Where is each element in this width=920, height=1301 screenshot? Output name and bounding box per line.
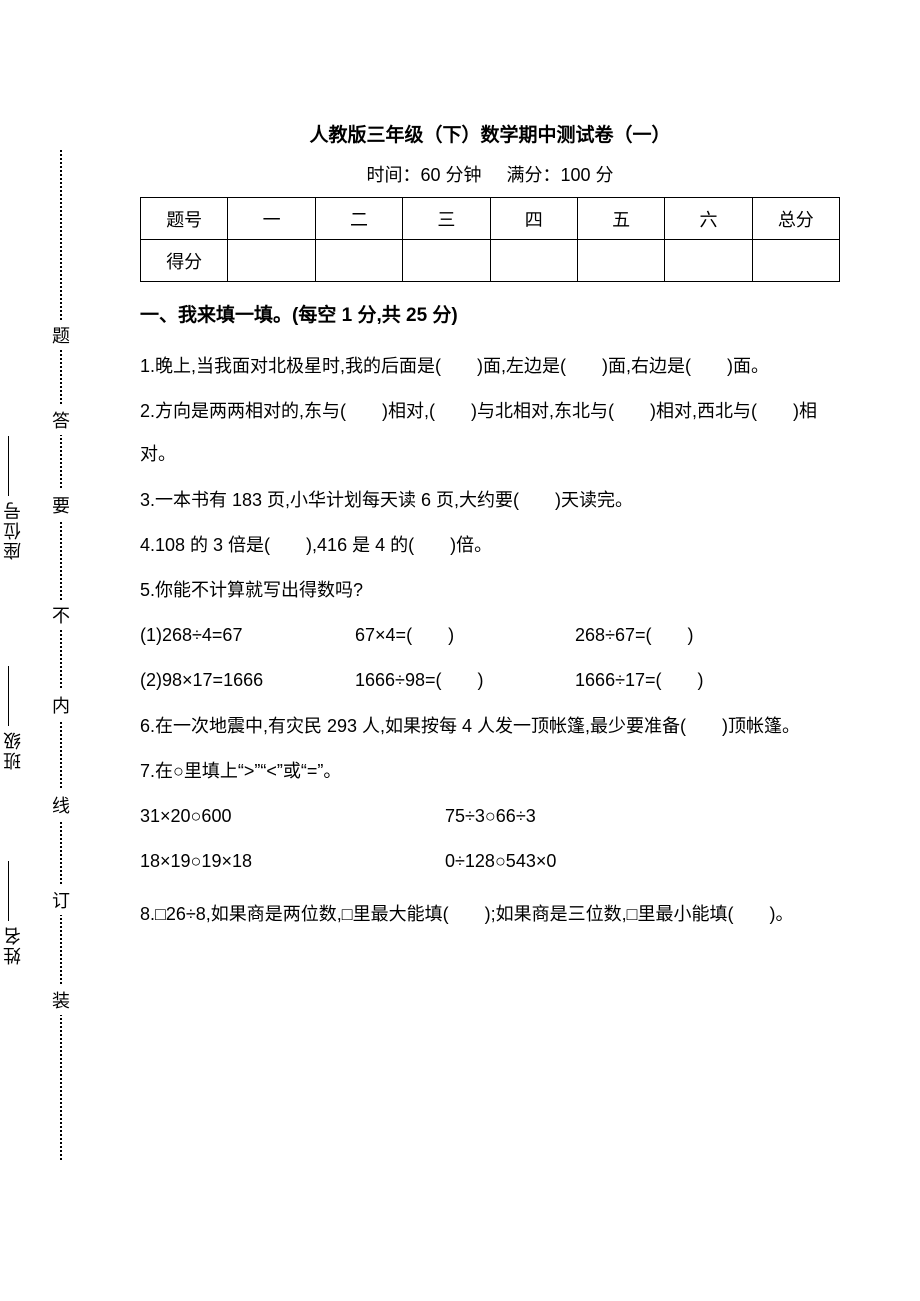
th: 三 xyxy=(403,198,490,240)
class-text: 班级 xyxy=(3,730,23,770)
q7-2b: 0÷128○543×0 xyxy=(445,840,556,883)
margin-char: 不 xyxy=(51,600,71,630)
td-blank xyxy=(752,240,839,282)
q1: 1.晚上,当我面对北极星时,我的后面是( )面,左边是( )面,右边是( )面。 xyxy=(140,345,840,388)
td-blank xyxy=(315,240,402,282)
td-label: 得分 xyxy=(141,240,228,282)
q5-1c: 268÷67=( ) xyxy=(575,614,693,657)
q2: 2.方向是两两相对的,东与( )相对,( )与北相对,东北与( )相对,西北与(… xyxy=(140,390,840,476)
td-blank xyxy=(228,240,315,282)
th: 五 xyxy=(577,198,664,240)
td-blank xyxy=(490,240,577,282)
q4: 4.108 的 3 倍是( ),416 是 4 的( )倍。 xyxy=(140,524,840,567)
margin-char: 内 xyxy=(51,690,71,720)
margin-char: 订 xyxy=(51,885,71,915)
q5-row2: (2)98×17=1666 1666÷98=( ) 1666÷17=( ) xyxy=(140,659,840,702)
q5: 5.你能不计算就写出得数吗? xyxy=(140,569,840,612)
q7-row1: 31×20○600 75÷3○66÷3 xyxy=(140,795,840,838)
th: 总分 xyxy=(752,198,839,240)
name-label: 姓名 xyxy=(0,815,26,965)
td-blank xyxy=(665,240,752,282)
td-blank xyxy=(577,240,664,282)
th: 二 xyxy=(315,198,402,240)
underline xyxy=(8,861,9,921)
q5-2c: 1666÷17=( ) xyxy=(575,659,703,702)
q7: 7.在○里填上“>”“<”或“=”。 xyxy=(140,750,840,793)
td-blank xyxy=(403,240,490,282)
name-text: 姓名 xyxy=(3,925,23,965)
th: 四 xyxy=(490,198,577,240)
q7-1a: 31×20○600 xyxy=(140,795,440,838)
q6: 6.在一次地震中,有灾民 293 人,如果按每 4 人发一顶帐篷,最少要准备( … xyxy=(140,705,840,748)
underline xyxy=(8,666,9,726)
exam-subtitle: 时间：60 分钟 满分：100 分 xyxy=(140,161,840,187)
q7-row2: 18×19○19×18 0÷128○543×0 xyxy=(140,840,840,883)
margin-char: 答 xyxy=(51,405,71,435)
q5-row1: (1)268÷4=67 67×4=( ) 268÷67=( ) xyxy=(140,614,840,657)
q7-1b: 75÷3○66÷3 xyxy=(445,795,536,838)
page-content: 人教版三年级（下）数学期中测试卷（一） 时间：60 分钟 满分：100 分 题号… xyxy=(140,120,840,938)
margin-char: 题 xyxy=(51,320,71,350)
th: 题号 xyxy=(141,198,228,240)
margin-char: 要 xyxy=(51,490,71,520)
q3: 3.一本书有 183 页,小华计划每天读 6 页,大约要( )天读完。 xyxy=(140,479,840,522)
score-table: 题号 一 二 三 四 五 六 总分 得分 xyxy=(140,197,840,282)
exam-title: 人教版三年级（下）数学期中测试卷（一） xyxy=(140,120,840,147)
q8: 8.□26÷8,如果商是两位数,□里最大能填( );如果商是三位数,□里最小能填… xyxy=(140,893,840,936)
class-label: 班级 xyxy=(0,620,26,770)
q7-2a: 18×19○19×18 xyxy=(140,840,440,883)
fullscore-label: 满分：100 分 xyxy=(507,165,614,185)
th: 一 xyxy=(228,198,315,240)
section-1-heading: 一、我来填一填。(每空 1 分,共 25 分) xyxy=(140,300,840,327)
seat-number-text: 座位号 xyxy=(3,500,23,560)
underline xyxy=(8,436,9,496)
table-row: 题号 一 二 三 四 五 六 总分 xyxy=(141,198,840,240)
q5-1b: 67×4=( ) xyxy=(355,614,570,657)
table-row: 得分 xyxy=(141,240,840,282)
time-label: 时间：60 分钟 xyxy=(366,165,481,185)
q5-2a: (2)98×17=1666 xyxy=(140,659,350,702)
margin-char: 装 xyxy=(51,985,71,1015)
margin-char: 线 xyxy=(51,790,71,820)
q5-1a: (1)268÷4=67 xyxy=(140,614,350,657)
th: 六 xyxy=(665,198,752,240)
seat-number-label: 座位号 xyxy=(0,400,26,560)
q5-2b: 1666÷98=( ) xyxy=(355,659,570,702)
